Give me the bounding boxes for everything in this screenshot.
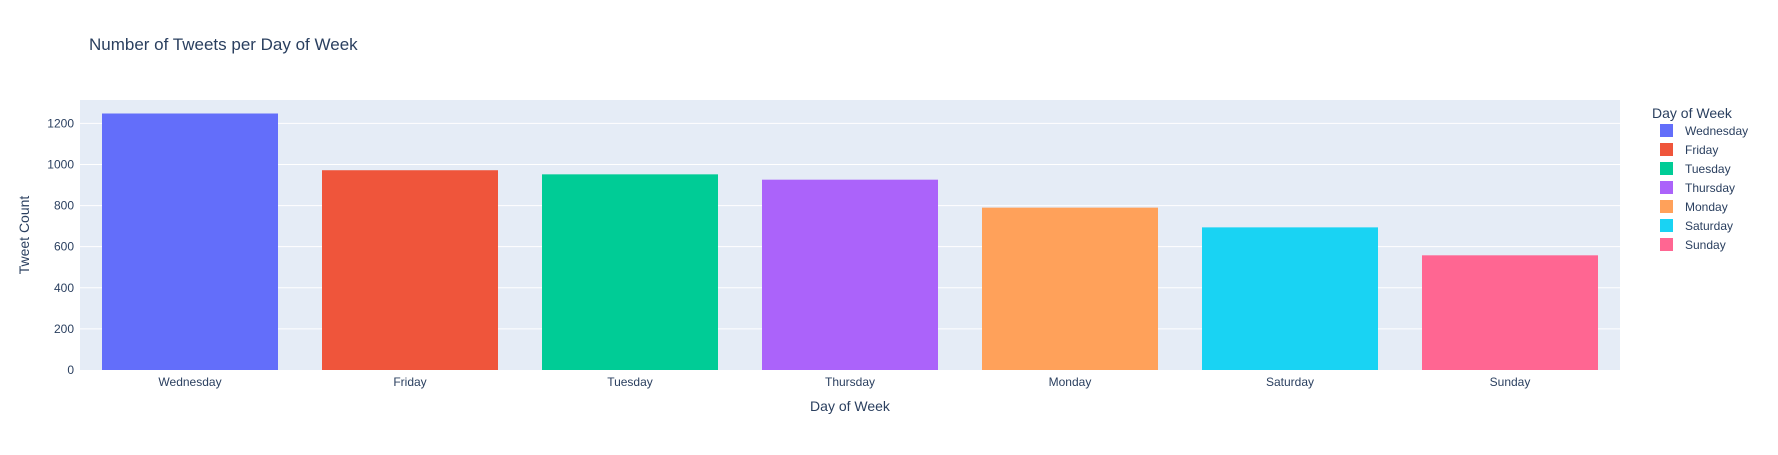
- bar-saturday[interactable]: [1202, 227, 1378, 370]
- x-tick-label: Saturday: [1266, 375, 1314, 389]
- legend-item-friday[interactable]: Friday: [1660, 143, 1718, 157]
- legend-item-thursday[interactable]: Thursday: [1660, 181, 1735, 195]
- legend-items[interactable]: Wednesday Friday Tuesday Thursday Monday Satu…: [1660, 124, 1748, 252]
- bar-monday[interactable]: [982, 207, 1158, 370]
- bar-friday[interactable]: [322, 170, 498, 370]
- x-axis-ticks: Wednesday Friday Tuesday Thursday Monday Satu…: [158, 375, 1530, 389]
- legend-swatch: [1660, 162, 1673, 175]
- y-axis-title: Tweet Count: [16, 196, 32, 275]
- legend-title: Day of Week: [1652, 105, 1733, 121]
- x-tick-label: Friday: [393, 375, 426, 389]
- legend-item-monday[interactable]: Monday: [1660, 200, 1728, 214]
- y-axis-ticks: 0 200 400 600 800 1000 1200: [47, 116, 74, 377]
- x-tick-label: Sunday: [1490, 375, 1531, 389]
- legend-item-saturday[interactable]: Saturday: [1660, 219, 1733, 233]
- legend-label: Tuesday: [1685, 162, 1731, 176]
- legend-item-sunday[interactable]: Sunday: [1660, 238, 1726, 252]
- legend-swatch: [1660, 200, 1673, 213]
- legend-label: Thursday: [1685, 181, 1735, 195]
- legend-swatch: [1660, 238, 1673, 251]
- legend-label: Sunday: [1685, 238, 1726, 252]
- y-tick-label: 400: [54, 281, 74, 295]
- bar-sunday[interactable]: [1422, 255, 1598, 370]
- legend-swatch: [1660, 124, 1673, 137]
- bar-thursday[interactable]: [762, 179, 938, 370]
- x-tick-label: Wednesday: [158, 375, 221, 389]
- bar-wednesday[interactable]: [102, 113, 278, 370]
- legend-item-wednesday[interactable]: Wednesday: [1660, 124, 1748, 138]
- x-tick-label: Thursday: [825, 375, 875, 389]
- legend-label: Wednesday: [1685, 124, 1748, 138]
- y-tick-label: 1200: [47, 116, 74, 130]
- bars: [102, 113, 1598, 370]
- x-tick-label: Monday: [1049, 375, 1092, 389]
- bar-tuesday[interactable]: [542, 174, 718, 370]
- y-tick-label: 200: [54, 322, 74, 336]
- x-axis-title: Day of Week: [810, 398, 891, 414]
- legend-swatch: [1660, 181, 1673, 194]
- x-tick-label: Tuesday: [607, 375, 653, 389]
- legend-label: Saturday: [1685, 219, 1733, 233]
- chart-title: Number of Tweets per Day of Week: [89, 35, 358, 54]
- y-tick-label: 0: [67, 363, 74, 377]
- legend[interactable]: Day of Week Wednesday Friday Tuesday Thursd…: [1652, 105, 1748, 252]
- legend-label: Monday: [1685, 200, 1728, 214]
- legend-label: Friday: [1685, 143, 1718, 157]
- legend-swatch: [1660, 143, 1673, 156]
- y-tick-label: 800: [54, 199, 74, 213]
- legend-item-tuesday[interactable]: Tuesday: [1660, 162, 1731, 176]
- y-tick-label: 1000: [47, 157, 74, 171]
- y-tick-label: 600: [54, 240, 74, 254]
- legend-swatch: [1660, 219, 1673, 232]
